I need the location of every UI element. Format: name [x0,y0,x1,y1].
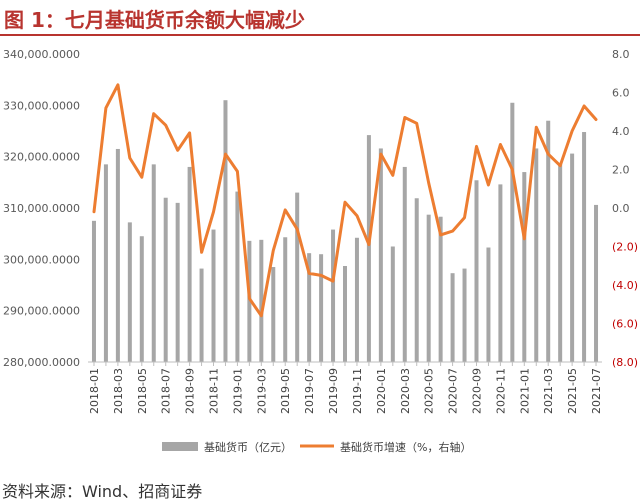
legend-label-bar: 基础货币（亿元） [204,440,292,454]
axes: 280,000.0000 290,000.0000 300,000.0000 310,… [3,48,638,414]
bar [91,220,96,362]
bar [426,214,431,362]
x-tick-label: 2019-05 [279,368,292,414]
source-note: 资料来源：Wind、招商证券 [2,482,203,501]
y-left-tick-label: 330,000.0000 [3,99,80,112]
bar [510,102,515,363]
bar [414,198,419,362]
x-tick-label: 2019-07 [303,368,316,414]
bar [187,166,192,362]
bar [115,148,120,362]
bar [558,163,563,362]
x-tick-label: 2021-01 [518,368,531,414]
y-right-tick-label: 6.0 [612,87,630,100]
bar [450,273,455,362]
bar [319,254,324,362]
y-right-tick-label: (6.0) [612,318,638,331]
x-tick-label: 2020-03 [399,368,412,414]
bar [271,267,276,362]
x-tick-label: 2019-09 [327,368,340,414]
title-bar: 图 1：七月基础货币余额大幅减少 [0,0,640,36]
x-tick-label: 2021-07 [590,368,603,414]
bar [247,240,252,362]
x-tick-label: 2019-01 [231,368,244,414]
x-tick-label: 2020-11 [494,368,507,414]
bar [354,237,359,362]
bar [546,120,551,362]
y-left-tick-label: 340,000.0000 [3,48,80,61]
bar [175,202,180,362]
bar [259,239,264,362]
x-tick-label: 2018-05 [136,368,149,414]
y-right-tick-label: 8.0 [612,48,630,61]
y-left-tick-label: 290,000.0000 [3,305,80,318]
y-right-tick-label: 0.0 [612,202,630,215]
bar [462,268,467,362]
x-tick-label: 2018-03 [112,368,125,414]
y-right-tick-label: (8.0) [612,356,638,369]
bar [199,268,204,362]
x-tick-label: 2020-05 [423,368,436,414]
growth-line [92,83,598,318]
legend-swatch-bar [162,442,198,451]
bar [151,164,156,362]
bar [307,253,312,362]
x-tick-label: 2020-01 [375,368,388,414]
bar [594,204,599,362]
bar [582,132,587,362]
bar [402,166,407,362]
x-tick-label: 2019-03 [255,368,268,414]
bar [570,153,575,362]
bar-series-base-money [91,100,599,363]
y-left-tick-label: 310,000.0000 [3,202,80,215]
legend: 基础货币（亿元） 基础货币增速（%，右轴） [162,440,471,454]
y-left-tick-label: 300,000.0000 [3,253,80,266]
y-right-tick-label: (4.0) [612,279,638,292]
x-tick-label: 2021-05 [566,368,579,414]
bar [211,229,216,362]
figure-title: 图 1：七月基础货币余额大幅减少 [4,8,305,32]
chart: 280,000.0000 290,000.0000 300,000.0000 310,… [3,48,638,454]
x-tick-label: 2021-03 [542,368,555,414]
bar [235,191,240,362]
bar [378,148,383,362]
bar [331,229,336,362]
bar [139,236,144,362]
bar [103,164,108,362]
bar [390,246,395,362]
bar [486,247,491,362]
bar [283,237,288,362]
bar [534,148,539,362]
bar [343,266,347,362]
x-tick-label: 2019-11 [351,368,364,414]
bar [498,184,503,362]
y-right-tick-label: 2.0 [612,164,630,177]
bar [366,135,371,362]
bar [522,172,527,362]
x-tick-label: 2018-01 [88,368,101,414]
x-tick-label: 2018-11 [208,368,221,414]
line-series-growth [92,83,598,318]
title-divider [0,34,640,36]
bar [438,216,443,362]
bar [127,222,132,362]
bar [474,180,479,362]
x-tick-label: 2018-07 [160,368,173,414]
y-right-tick-label: 4.0 [612,125,630,138]
bar [295,192,300,362]
x-tick-label: 2020-09 [470,368,483,414]
x-tick-label: 2020-07 [447,368,460,414]
x-tick-label: 2018-09 [184,368,197,414]
legend-label-line: 基础货币增速（%，右轴） [340,440,471,454]
y-left-tick-label: 320,000.0000 [3,151,80,164]
bar [223,100,228,362]
y-right-tick-label: (2.0) [612,241,638,254]
bar [163,197,168,362]
y-left-tick-label: 280,000.0000 [3,356,80,369]
